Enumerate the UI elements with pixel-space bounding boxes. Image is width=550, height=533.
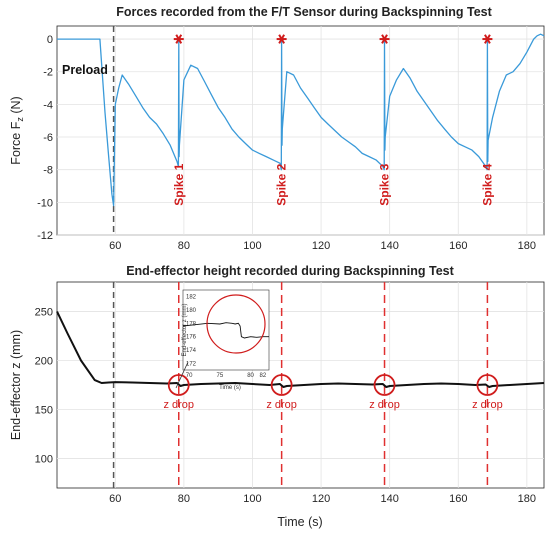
force-y-tick: -4 xyxy=(43,99,53,111)
inset-x-tick: 75 xyxy=(217,373,224,379)
height-x-axis-label: Time (s) xyxy=(277,515,322,529)
spike-asterisk-stroke xyxy=(484,34,491,44)
height-chart: End-effector height recorded during Back… xyxy=(9,264,545,529)
force-x-tick: 100 xyxy=(243,240,261,252)
inset-x-tick: 82 xyxy=(260,373,267,379)
height-x-tick: 180 xyxy=(518,493,536,505)
force-series-line xyxy=(57,33,545,207)
inset-x-label: Time (s) xyxy=(219,385,241,391)
height-x-tick: 140 xyxy=(380,493,398,505)
force-x-tick: 120 xyxy=(312,240,330,252)
inset-frame xyxy=(182,289,270,371)
height-x-tick: 80 xyxy=(178,493,190,505)
inset-x-tick: 70 xyxy=(186,373,193,379)
force-x-tick: 60 xyxy=(109,240,121,252)
force-grid xyxy=(57,26,544,236)
preload-label: Preload xyxy=(62,63,108,77)
force-x-tick: 140 xyxy=(380,240,398,252)
spike-label: Spike 2 xyxy=(275,163,289,205)
height-x-tick: 160 xyxy=(449,493,467,505)
spike-asterisk xyxy=(379,34,390,44)
spike-label: Spike 4 xyxy=(480,163,494,205)
force-y-axis-label: Force Fz (N) xyxy=(9,96,25,164)
z-drop-circles: z drop z drop z drop z drop xyxy=(163,374,503,411)
height-chart-title: End-effector height recorded during Back… xyxy=(126,264,454,278)
force-x-tick: 80 xyxy=(178,240,190,252)
spike-asterisk-stroke xyxy=(381,34,388,44)
z-drop-markers xyxy=(178,282,489,488)
height-x-tick: 60 xyxy=(109,493,121,505)
spike-label: Spike 3 xyxy=(378,163,392,205)
spike-asterisk-stroke xyxy=(278,34,286,44)
force-chart-title: Forces recorded from the F/T Sensor duri… xyxy=(116,5,492,19)
force-tick-labels: 60 80 100 120 140 160 180 0 -2 -4 -6 -8 -10 -12 xyxy=(37,34,536,252)
height-x-tick: 100 xyxy=(243,493,261,505)
height-y-axis-label: End-effector z (mm) xyxy=(9,330,23,440)
force-y-tick: -6 xyxy=(43,132,53,144)
force-y-tick: -12 xyxy=(37,230,53,242)
inset-tick-labels: 70 75 80 82 172 174 176 178 180 182 xyxy=(186,295,267,379)
force-y-tick: -8 xyxy=(43,165,53,177)
inset-series-line xyxy=(182,322,269,339)
height-y-tick: 250 xyxy=(35,306,53,318)
z-drop-label: z drop xyxy=(266,399,297,411)
force-y-tick: -2 xyxy=(43,67,53,79)
z-drop-label: z drop xyxy=(369,399,400,411)
spike-label: Spike 1 xyxy=(172,163,186,205)
height-y-tick: 200 xyxy=(35,355,53,367)
inset-y-tick: 174 xyxy=(186,348,197,354)
height-grid xyxy=(57,282,544,488)
height-x-tick: 120 xyxy=(312,493,330,505)
inset-y-tick: 182 xyxy=(186,295,197,301)
spike-asterisk xyxy=(482,34,493,44)
inset-y-tick: 180 xyxy=(186,308,197,314)
spike-asterisk-stroke xyxy=(175,34,183,44)
inset-zoom-circle xyxy=(206,294,266,354)
force-chart: Forces recorded from the F/T Sensor duri… xyxy=(9,5,545,252)
inset-x-tick: 80 xyxy=(247,373,254,379)
spike-markers: Spike 1 Spike 2 Spike 3 Spike 4 xyxy=(172,34,494,206)
spike-asterisk xyxy=(276,34,287,44)
height-series-line xyxy=(56,310,545,388)
force-y-tick: -10 xyxy=(37,197,53,209)
inset-y-tick: 176 xyxy=(186,335,197,341)
inset-connector xyxy=(175,361,189,389)
zoom-inset: 70 75 80 82 172 174 176 178 180 182 End-effector … xyxy=(175,289,270,391)
force-x-tick: 180 xyxy=(518,240,536,252)
height-tick-labels: 60 80 100 120 140 160 180 100 150 200 250 xyxy=(35,306,536,505)
spike-asterisk xyxy=(173,34,184,44)
z-drop-label: z drop xyxy=(472,399,503,411)
force-y-tick: 0 xyxy=(47,34,53,46)
z-drop-circle xyxy=(476,374,499,396)
inset-y-tick: 172 xyxy=(186,361,197,367)
height-y-tick: 100 xyxy=(35,454,53,466)
force-x-tick: 160 xyxy=(449,240,467,252)
force-plot-area xyxy=(56,25,545,236)
z-drop-label: z drop xyxy=(163,399,194,411)
z-drop-circle xyxy=(270,374,293,396)
inset-y-tick: 178 xyxy=(186,321,197,327)
z-drop-circle xyxy=(373,374,396,396)
inset-y-label: End-effector z (mm) xyxy=(182,304,188,357)
height-y-tick: 150 xyxy=(35,405,53,417)
z-drop-circle xyxy=(167,374,190,396)
